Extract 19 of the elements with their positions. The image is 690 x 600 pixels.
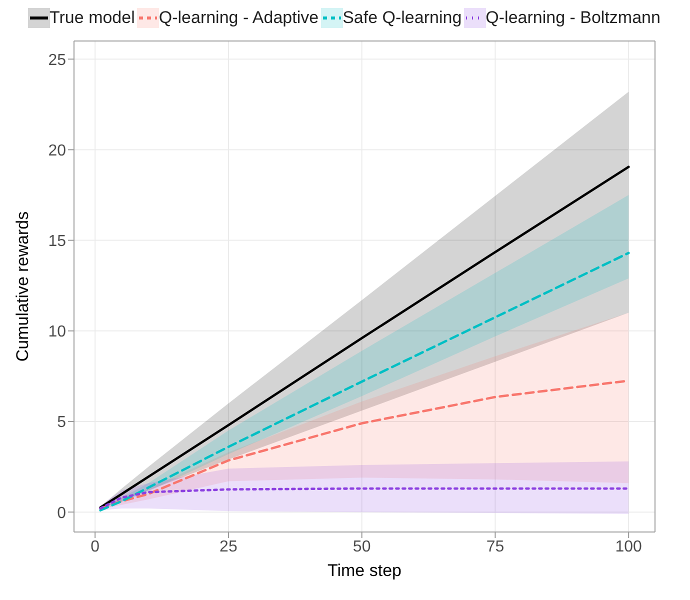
line-series <box>99 252 630 512</box>
line-series <box>99 487 630 510</box>
y-axis-title: Cumulative rewards <box>13 211 32 362</box>
legend-label: True model <box>50 8 135 28</box>
x-tick-label: 25 <box>220 538 238 556</box>
y-tick-label: 5 <box>57 414 66 432</box>
legend-label: Safe Q-learning <box>342 8 462 28</box>
legend-label: Q-learning - Boltzmann <box>486 8 660 28</box>
y-tick-label: 0 <box>57 504 66 522</box>
y-tick-label: 10 <box>48 324 66 341</box>
x-tick-label: 0 <box>90 538 100 556</box>
x-tick-label: 100 <box>615 538 642 556</box>
x-tick-label: 75 <box>486 538 504 556</box>
y-tick-label: 25 <box>48 52 66 69</box>
x-tick-label: 50 <box>352 538 371 556</box>
y-tick-label: 20 <box>48 142 66 160</box>
legend-label: Q-learning - Adaptive <box>158 8 319 28</box>
y-tick-label: 15 <box>48 232 66 250</box>
x-axis-title: Time step <box>327 561 402 580</box>
